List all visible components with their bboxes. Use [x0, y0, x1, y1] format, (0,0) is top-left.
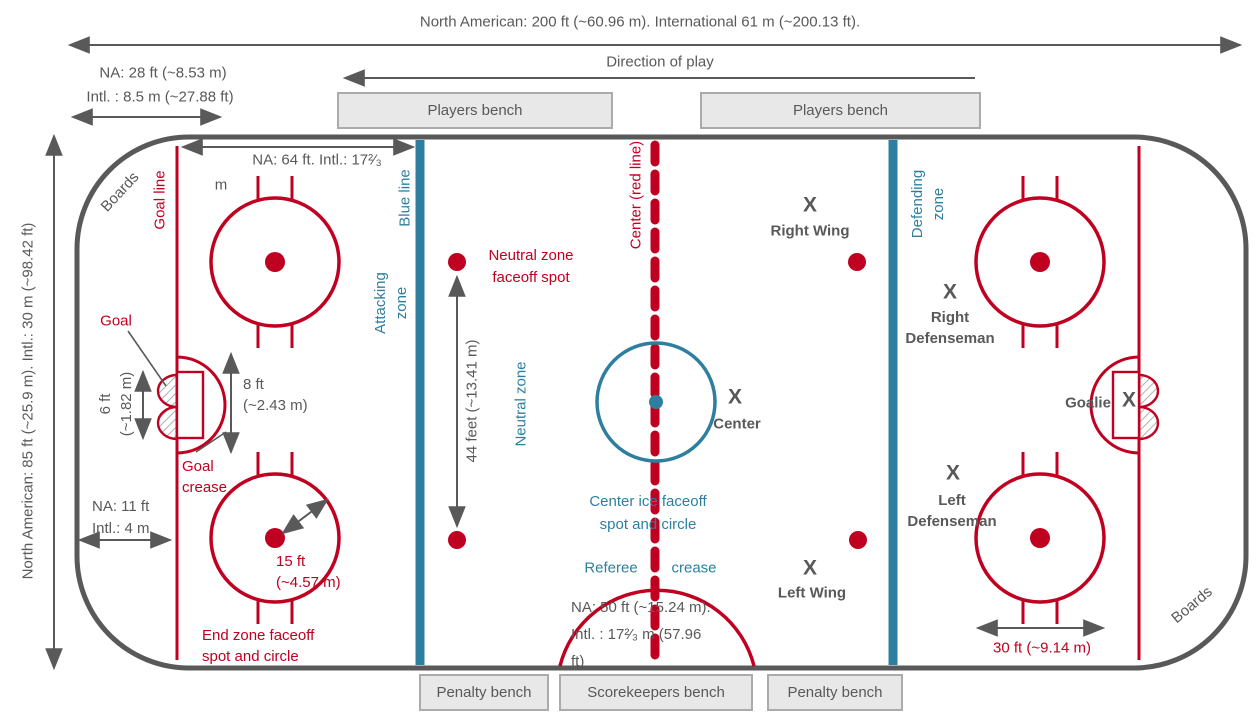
- neutral-zone-spots: [448, 253, 867, 549]
- faceoff-radius-line2: (~4.57 m): [276, 574, 341, 591]
- defending-zone-label: Defending zone: [907, 170, 949, 238]
- goal-label: Goal: [100, 312, 132, 330]
- defending-zone-line2: zone: [930, 187, 947, 221]
- right-defenseman-line2: Defenseman: [905, 330, 995, 347]
- neutral-faceoff-line1: Neutral zone: [488, 247, 574, 264]
- center-spot: [649, 395, 663, 409]
- center-circle-size-line2: Intl. : 17²⁄₃ m (57.96: [571, 626, 702, 643]
- center-circle: [595, 341, 717, 463]
- goal-line-offset-line1: NA: 11 ft: [92, 498, 150, 515]
- right-wing-marker: X: [802, 193, 818, 217]
- corner-intl-label: Intl. : 8.5 m (~27.88 ft): [86, 88, 234, 106]
- goal-crease-line2: crease: [182, 479, 228, 496]
- goalie-label: Goalie: [1065, 394, 1111, 412]
- right-defenseman-marker: X: [942, 280, 958, 304]
- neutral-faceoff-line2: faceoff spot: [492, 269, 570, 286]
- goal-crease-line1: Goal: [182, 458, 214, 475]
- goal-line-offset-label: NA: 11 ft Intl.: 4 m: [92, 496, 150, 540]
- crease-size-line2: (~2.43 m): [243, 397, 308, 414]
- goal-line-offset-line2: Intl.: 4 m: [92, 520, 150, 537]
- goal-leader-line: [127, 330, 167, 387]
- goal-rect-left: [175, 370, 205, 440]
- players-bench-right-label: Players bench: [792, 102, 889, 119]
- left-defenseman-marker: X: [945, 461, 961, 485]
- end-zone-faceoff-line2: spot and circle: [202, 648, 299, 665]
- dimension-arrows: [45, 36, 1243, 671]
- corner-na-label: NA: 28 ft (~8.53 m): [99, 64, 227, 82]
- referee-crease-arc: [558, 588, 756, 667]
- faceoff-spots: [265, 252, 1050, 548]
- goal-crease-leader-line: [195, 431, 227, 453]
- center-ice-label: Center ice faceoff spot and circle: [589, 490, 706, 536]
- direction-of-play-label: Direction of play: [606, 53, 714, 71]
- crease-size-label: 8 ft (~2.43 m): [243, 374, 308, 416]
- zone-length-unit: m: [214, 176, 228, 194]
- faceoff-diameter-label: 30 ft (~9.14 m): [993, 639, 1091, 657]
- blue-line-label: Blue line: [396, 169, 414, 227]
- faceoff-circles: [209, 196, 1106, 604]
- goal-width-line2: (~1.82 m): [118, 371, 135, 437]
- rink-length-label: North American: 200 ft (~60.96 m). Inter…: [419, 13, 861, 31]
- penalty-bench-left-label: Penalty bench: [436, 684, 532, 701]
- center-circle-size-line3: ft): [571, 653, 585, 670]
- rink-width-label: North American: 85 ft (~25.9 m). Intl.: …: [19, 222, 37, 580]
- faceoff-radius-label: 15 ft (~4.57 m): [276, 551, 341, 593]
- faceoff-radius-line1: 15 ft: [276, 553, 306, 570]
- left-defenseman-line2: Defenseman: [907, 513, 997, 530]
- end-zone-faceoff-label: End zone faceoff spot and circle: [202, 625, 314, 667]
- attacking-zone-line1: Attacking: [372, 272, 389, 334]
- right-defenseman-label: Right Defenseman: [905, 307, 994, 349]
- scorekeepers-bench: Scorekeepers bench: [559, 674, 753, 711]
- center-position-label: Center: [713, 415, 761, 433]
- players-bench-left-label: Players bench: [427, 102, 523, 119]
- center-position-marker: X: [727, 385, 743, 409]
- neutral-spots-gap-label: 44 feet (~13.41 m): [463, 339, 481, 463]
- players-bench-left: Players bench: [337, 92, 613, 129]
- goal-crease-label: Goal crease: [182, 456, 227, 498]
- center-ice-line1: Center ice faceoff: [589, 493, 707, 510]
- defending-zone-line1: Defending: [909, 169, 926, 239]
- crease-size-line1: 8 ft: [243, 376, 264, 393]
- center-ice-line2: spot and circle: [599, 516, 697, 533]
- goal-width-label: 6 ft (~1.82 m): [95, 372, 137, 437]
- center-circle-size-label: NA: 50 ft (~15.24 m). Intl. : 17²⁄₃ m (5…: [571, 594, 711, 675]
- attacking-zone-line2: zone: [393, 286, 410, 320]
- goalie-marker: X: [1121, 388, 1137, 412]
- scorekeepers-bench-label: Scorekeepers bench: [587, 684, 725, 701]
- faceoff-radius-arrow: [281, 498, 329, 535]
- penalty-bench-right-label: Penalty bench: [787, 684, 883, 701]
- right-defenseman-line1: Right: [930, 309, 970, 326]
- goal-rect-right: [1111, 370, 1141, 440]
- left-defenseman-label: Left Defenseman: [907, 490, 996, 532]
- neutral-zone-label: Neutral zone: [512, 361, 530, 447]
- left-wing-label: Left Wing: [777, 584, 847, 602]
- left-defenseman-line1: Left: [938, 492, 966, 509]
- goal-crease-right: [1089, 355, 1140, 455]
- attacking-zone-label: Attacking zone: [370, 272, 412, 334]
- penalty-bench-right: Penalty bench: [767, 674, 903, 711]
- referee-crease-label-left: Referee: [584, 559, 638, 577]
- end-zone-faceoff-line1: End zone faceoff: [202, 627, 315, 644]
- left-wing-marker: X: [802, 556, 818, 580]
- right-wing-label: Right Wing: [770, 222, 850, 240]
- neutral-faceoff-label: Neutral zone faceoff spot: [488, 245, 573, 289]
- goal-width-line1: 6 ft: [97, 393, 114, 415]
- center-circle-size-line1: NA: 50 ft (~15.24 m).: [571, 599, 711, 616]
- center-line-label: Center (red line): [627, 140, 645, 250]
- zone-length-label: NA: 64 ft. Intl.: 17²⁄₃: [252, 151, 382, 169]
- penalty-bench-left: Penalty bench: [419, 674, 549, 711]
- referee-crease-label-right: crease: [671, 559, 717, 577]
- players-bench-right: Players bench: [700, 92, 981, 129]
- goal-line-label: Goal line: [151, 170, 169, 230]
